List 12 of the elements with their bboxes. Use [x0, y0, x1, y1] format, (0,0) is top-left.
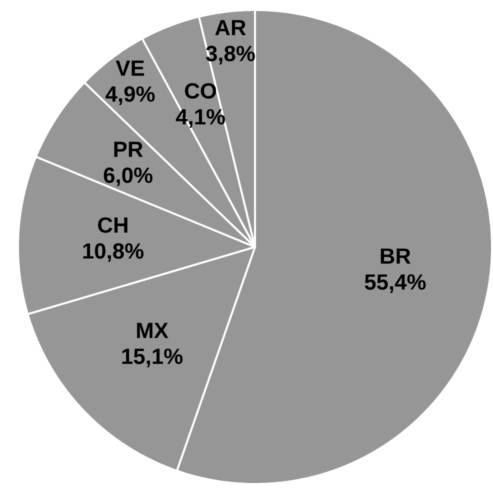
data-label: 10,8% [83, 243, 144, 262]
slice-label: AR [215, 20, 246, 36]
slice-label: MX [137, 322, 168, 338]
slice-label: CH [98, 217, 128, 233]
slice-label: VE [116, 60, 144, 76]
data-label: 4,9% [106, 86, 155, 105]
data-label: 6,0% [104, 167, 152, 186]
data-label: 55,4% [364, 274, 426, 293]
slice-label: PR [114, 142, 143, 157]
slice-label: CO [185, 83, 216, 99]
data-label: 15,1% [122, 348, 183, 368]
slice-label: BR [380, 248, 411, 264]
